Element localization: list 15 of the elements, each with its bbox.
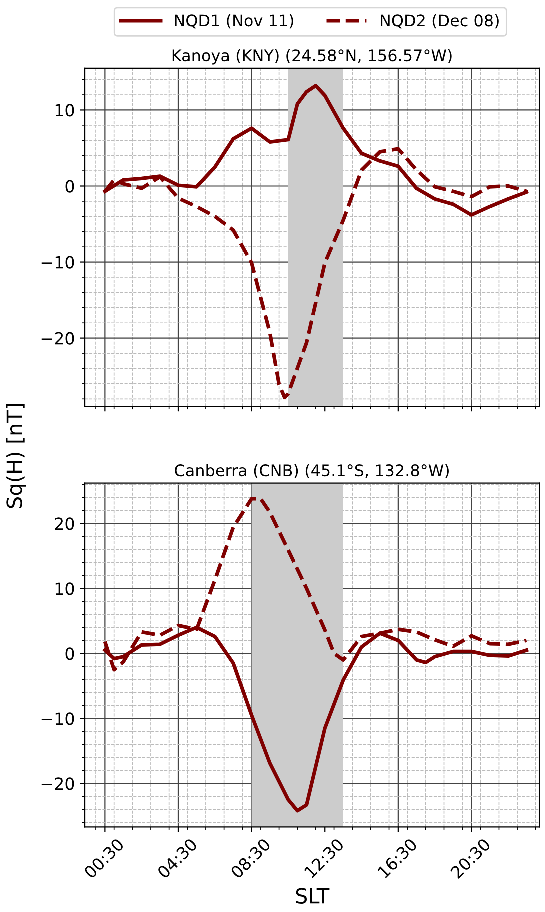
y-tick-label: −20: [42, 332, 74, 345]
x-axis-title: SLT: [296, 888, 330, 904]
y-tick-label: 10: [56, 104, 74, 117]
chart-title: Canberra (CNB) (45.1°S, 132.8°W): [175, 464, 449, 479]
chart-title: Kanoya (KNY) (24.58°N, 156.57°W): [172, 49, 452, 65]
y-tick-label: −10: [42, 256, 74, 269]
y-tick-label: 0: [66, 648, 74, 660]
y-tick-label: 0: [66, 180, 74, 193]
y-axis-title: Sq(H) [nT]: [6, 404, 26, 508]
y-tick-label: 10: [56, 582, 74, 596]
legend-label: NQD1 (Nov 11): [175, 14, 294, 29]
y-tick-label: 20: [55, 518, 74, 530]
legend-label: NQD2 (Dec 08): [381, 14, 499, 29]
y-tick-label: −20: [42, 778, 74, 790]
y-tick-label: −10: [42, 712, 74, 726]
